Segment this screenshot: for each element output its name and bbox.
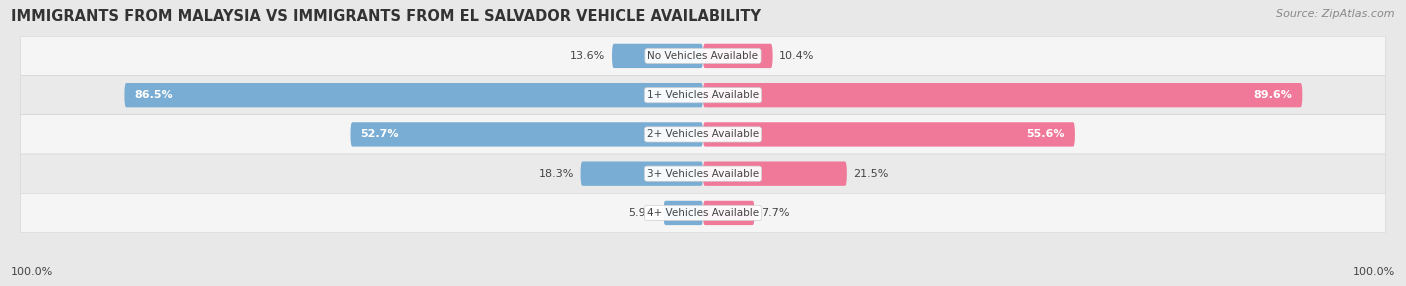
Text: 3+ Vehicles Available: 3+ Vehicles Available <box>647 169 759 179</box>
FancyBboxPatch shape <box>350 122 703 147</box>
Text: 7.7%: 7.7% <box>761 208 790 218</box>
Text: 2+ Vehicles Available: 2+ Vehicles Available <box>647 130 759 139</box>
Text: 55.6%: 55.6% <box>1026 130 1064 139</box>
FancyBboxPatch shape <box>703 122 1076 147</box>
FancyBboxPatch shape <box>21 193 1385 233</box>
Text: 1+ Vehicles Available: 1+ Vehicles Available <box>647 90 759 100</box>
Text: Source: ZipAtlas.com: Source: ZipAtlas.com <box>1277 9 1395 19</box>
FancyBboxPatch shape <box>703 162 846 186</box>
FancyBboxPatch shape <box>21 154 1385 193</box>
Text: 21.5%: 21.5% <box>853 169 889 179</box>
Text: 100.0%: 100.0% <box>1353 267 1395 277</box>
FancyBboxPatch shape <box>21 115 1385 154</box>
Text: 100.0%: 100.0% <box>11 267 53 277</box>
Text: 13.6%: 13.6% <box>569 51 606 61</box>
FancyBboxPatch shape <box>581 162 703 186</box>
Text: 18.3%: 18.3% <box>538 169 574 179</box>
Text: IMMIGRANTS FROM MALAYSIA VS IMMIGRANTS FROM EL SALVADOR VEHICLE AVAILABILITY: IMMIGRANTS FROM MALAYSIA VS IMMIGRANTS F… <box>11 9 761 23</box>
Text: 10.4%: 10.4% <box>779 51 814 61</box>
FancyBboxPatch shape <box>612 44 703 68</box>
FancyBboxPatch shape <box>703 201 755 225</box>
Text: 4+ Vehicles Available: 4+ Vehicles Available <box>647 208 759 218</box>
Text: 86.5%: 86.5% <box>135 90 173 100</box>
Text: No Vehicles Available: No Vehicles Available <box>648 51 758 61</box>
Text: 52.7%: 52.7% <box>360 130 399 139</box>
FancyBboxPatch shape <box>21 36 1385 76</box>
FancyBboxPatch shape <box>703 44 772 68</box>
Text: 5.9%: 5.9% <box>628 208 657 218</box>
FancyBboxPatch shape <box>703 83 1302 107</box>
FancyBboxPatch shape <box>21 76 1385 115</box>
Text: 89.6%: 89.6% <box>1253 90 1292 100</box>
FancyBboxPatch shape <box>124 83 703 107</box>
FancyBboxPatch shape <box>664 201 703 225</box>
